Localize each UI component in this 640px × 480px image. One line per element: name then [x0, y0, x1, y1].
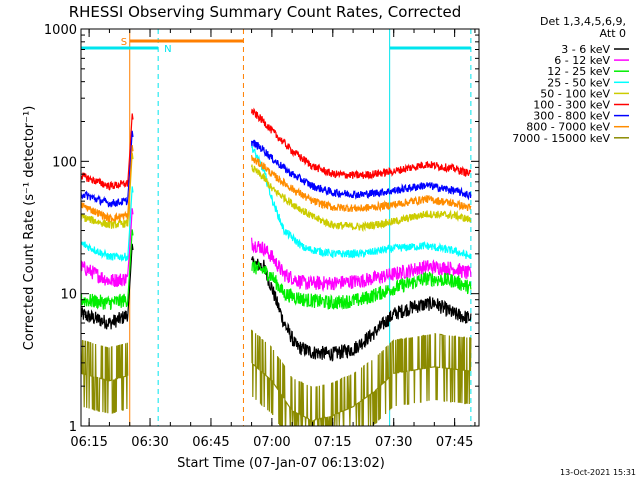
- legend-entry-label-4: 50 - 100 keV: [540, 87, 610, 100]
- y-tick-label-3: 1000: [44, 23, 77, 38]
- series-line-7-segment-1: [81, 145, 134, 223]
- legend-entry-label-1: 6 - 12 keV: [554, 54, 610, 67]
- chart-title: RHESSI Observing Summary Count Rates, Co…: [69, 3, 462, 21]
- series-line-3-segment-1: [81, 186, 134, 262]
- axes-layer: 06:15 06:30 06:45 07:00 07:15 07:30 07:45 1 10 10…: [44, 23, 479, 450]
- legend-title-line-1: Att 0: [600, 27, 626, 40]
- plot-frame: [80, 28, 480, 427]
- legend-entry-label-2: 12 - 25 keV: [547, 65, 610, 78]
- legend-title-line-0: Det 1,3,4,5,6,9,: [540, 15, 626, 28]
- legend-entry-label-8: 7000 - 15000 keV: [512, 132, 610, 145]
- series-line-2-segment-2: [251, 260, 472, 310]
- legend-entry-label-0: 3 - 6 keV: [561, 43, 610, 56]
- series-line-8-segment-1: [81, 339, 129, 414]
- series-line-6-segment-1: [81, 130, 134, 208]
- series-line-3-segment-2: [251, 142, 472, 260]
- x-tick-label-0: 06:15: [70, 435, 107, 450]
- saa-bar-label: S: [121, 37, 127, 48]
- series-layer: [81, 107, 472, 426]
- x-tick-label-1: 06:30: [131, 435, 168, 450]
- series-line-4-segment-2: [251, 164, 472, 233]
- series-line-1-segment-1: [81, 208, 134, 288]
- y-tick-label-1: 10: [60, 288, 77, 303]
- x-tick-label-4: 07:15: [314, 435, 351, 450]
- legend-entry-label-7: 800 - 7000 keV: [526, 121, 610, 134]
- series-line-5-segment-2: [251, 107, 472, 180]
- y-axis-label: Corrected Count Rate (s⁻¹ detector⁻¹): [22, 106, 37, 351]
- x-tick-label-3: 07:00: [253, 435, 290, 450]
- x-axis-label: Start Time (07-Jan-07 06:13:02): [177, 456, 385, 471]
- x-tick-label-6: 07:45: [436, 435, 473, 450]
- y-tick-label-0: 1: [69, 420, 77, 435]
- series-line-8-segment-2: [251, 329, 472, 426]
- x-tick-label-2: 06:45: [192, 435, 229, 450]
- legend-entry-label-3: 25 - 50 keV: [547, 76, 610, 89]
- night-bar-label-0: N: [164, 44, 171, 55]
- legend-entry-label-5: 100 - 300 keV: [533, 99, 610, 112]
- series-line-2-segment-1: [81, 229, 134, 310]
- series-line-1-segment-2: [251, 237, 472, 293]
- series-line-4-segment-1: [81, 152, 134, 229]
- timestamp: 13-Oct-2021 15:31: [560, 468, 636, 477]
- series-line-6-segment-2: [251, 139, 472, 201]
- y-tick-label-2: 100: [52, 155, 77, 170]
- series-line-5-segment-1: [81, 113, 134, 191]
- series-line-0-segment-1: [81, 243, 134, 330]
- x-tick-label-5: 07:30: [375, 435, 412, 450]
- legend-entry-label-6: 300 - 800 keV: [533, 110, 610, 123]
- series-group: [81, 107, 472, 426]
- series-line-0-segment-2: [251, 256, 472, 362]
- series-line-7-segment-2: [251, 155, 472, 213]
